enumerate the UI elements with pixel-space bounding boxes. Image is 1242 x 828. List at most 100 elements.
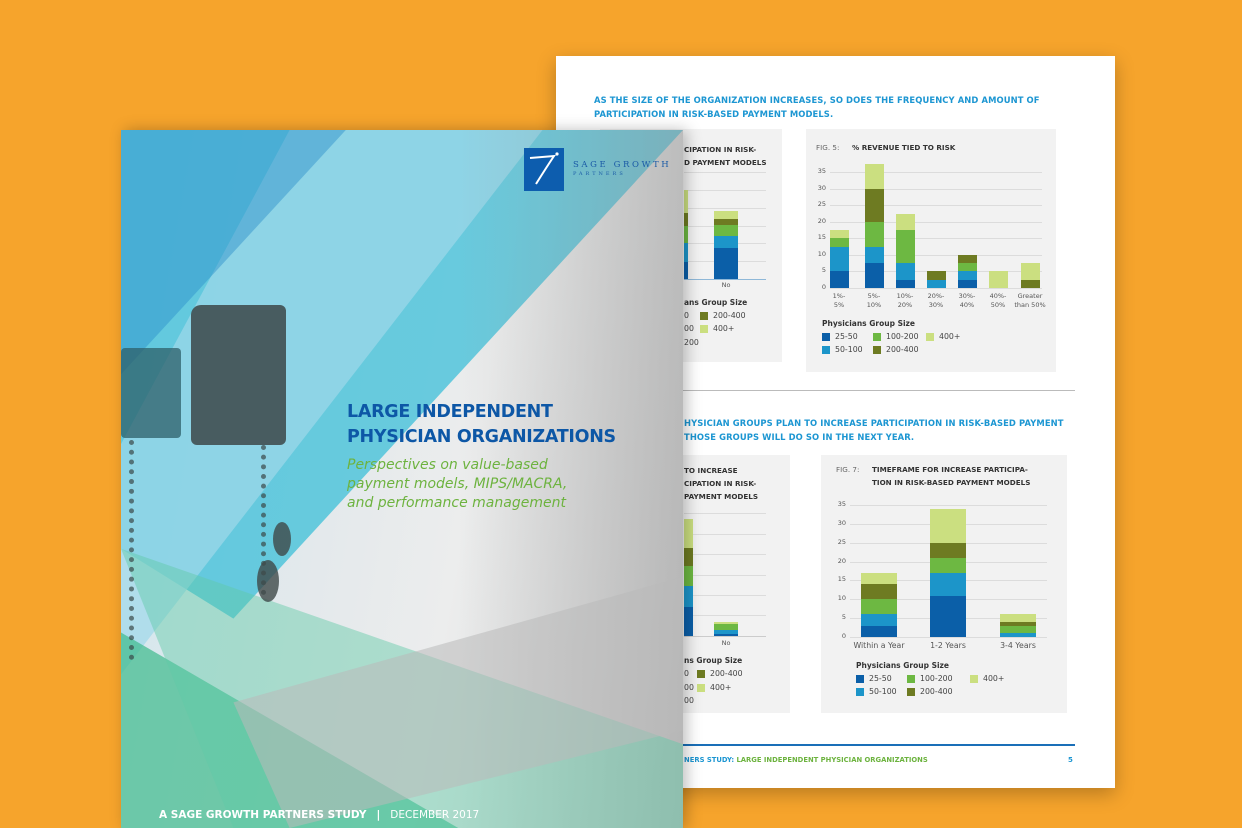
bar-segment-400+	[988, 271, 1008, 288]
fig6-x-label-no: No	[721, 639, 731, 647]
bar-segment-200-400	[684, 548, 693, 567]
section-heading-1: AS THE SIZE OF THE ORGANIZATION INCREASE…	[594, 93, 1040, 121]
x-tick-line: 20%	[897, 301, 913, 309]
gridline	[830, 254, 1042, 256]
bar-segment-25-50	[684, 262, 688, 279]
legend-item-400+: 400+	[970, 674, 1004, 683]
bar-segment-200-400	[926, 271, 946, 280]
bar-segment-50-100	[714, 629, 738, 634]
bar-segment-25-50	[684, 607, 693, 636]
fig4-legend-400plus: 400+	[700, 324, 734, 333]
legend-swatch	[822, 332, 830, 341]
y-tick-label: 20	[837, 556, 846, 565]
footer-rule	[683, 744, 1075, 746]
x-tick-line: 30%-	[958, 292, 976, 300]
swatch	[697, 683, 705, 692]
gridline	[684, 534, 766, 535]
x-tick-label: 40%- 50%	[978, 292, 1018, 310]
heading-line: PARTICIPATION IN RISK-BASED PAYMENT MODE…	[594, 109, 834, 119]
fig5-title: % REVENUE TIED TO RISK	[852, 143, 956, 152]
x-tick-label: 20%- 30%	[916, 292, 956, 310]
y-tick-label: 35	[817, 167, 826, 176]
fig6-legend-title: ns Group Size	[684, 656, 743, 665]
legend-title: Physicians Group Size	[856, 661, 950, 670]
subtitle-line: and performance management	[347, 495, 566, 511]
title-line: TO INCREASE	[684, 466, 738, 475]
x-tick-label: 30%- 40%	[947, 292, 987, 310]
gridline	[684, 513, 766, 514]
bar-segment-200-400	[930, 542, 966, 558]
y-tick-label: 10	[837, 594, 846, 603]
x-tick-label: Within a Year	[853, 641, 905, 650]
gridline	[684, 615, 766, 616]
legend-label: 200-400	[886, 345, 919, 354]
bar-segment-100-200	[829, 238, 849, 247]
bar-segment-25-50	[930, 595, 966, 637]
legend-item-25-50: 25-50	[856, 674, 892, 683]
x-tick-line: 40%-	[989, 292, 1007, 300]
cover-footer: A SAGE GROWTH PARTNERS STUDY | DECEMBER …	[159, 809, 479, 821]
y-tick-label: 0	[841, 632, 846, 640]
y-tick-label: 0	[821, 283, 826, 291]
bar-segment-400+	[1020, 263, 1040, 280]
cover-footer-study: A SAGE GROWTH PARTNERS STUDY	[159, 809, 367, 821]
legend-swatch	[970, 674, 978, 683]
legend-swatch	[873, 345, 881, 354]
legend-item-200-400: 200-400	[873, 345, 919, 354]
bar-segment-50-100	[864, 246, 884, 264]
bar-segment-50-100	[829, 246, 849, 272]
legend-label: 200-400	[713, 311, 746, 320]
gridline	[684, 595, 766, 596]
bar-segment-25-50	[895, 279, 915, 288]
bar-segment-50-100	[684, 243, 688, 263]
x-tick-line: 1%-	[832, 292, 846, 300]
x-tick-line: 5%-	[867, 292, 881, 300]
bar-segment-200-400	[864, 188, 884, 222]
y-tick-label: 25	[817, 200, 826, 209]
bar-segment-25-50	[861, 625, 897, 637]
legend-swatch	[926, 332, 934, 341]
bar-segment-25-50	[957, 279, 977, 288]
fig4-legend-fragment: 00	[684, 324, 694, 333]
logo-seven-icon	[529, 152, 559, 185]
x-tick-label: 5%- 10%	[854, 292, 894, 310]
bar-segment-100-200	[864, 221, 884, 247]
bar-segment-100-200	[957, 263, 977, 272]
legend-item-100-200: 100-200	[873, 332, 919, 341]
footer-prefix: NERS STUDY:	[684, 756, 737, 764]
subtitle-line: payment models, MIPS/MACRA,	[347, 476, 568, 492]
bar-segment-25-50	[864, 263, 884, 288]
bar-segment-50-100	[926, 279, 946, 288]
title-line: TION IN RISK-BASED PAYMENT MODELS	[872, 478, 1031, 487]
x-axis-line	[684, 279, 766, 280]
bar-segment-100-200	[895, 230, 915, 264]
gridline	[830, 172, 1042, 174]
x-tick-line: than 50%	[1014, 301, 1046, 309]
fig4-legend-title: ans Group Size	[684, 298, 748, 307]
fig6-legend-400plus: 400+	[697, 683, 731, 692]
legend-label: 50-100	[835, 345, 863, 354]
report-cover: SAGE GROWTH PARTNERS LARGE INDEPENDENT P…	[121, 130, 683, 828]
x-tick-line: Greater	[1017, 292, 1043, 300]
bp-cuff-basket-icon	[191, 305, 286, 445]
swatch	[700, 311, 708, 320]
heading-line: THOSE GROUPS WILL DO SO IN THE NEXT YEAR…	[684, 432, 915, 442]
fig6-title: TO INCREASE CIPATION IN RISK- PAYMENT MO…	[684, 464, 758, 503]
legend-item-50-100: 50-100	[856, 687, 897, 696]
x-tick-line: 20%-	[927, 292, 945, 300]
bar-segment-400+	[714, 210, 738, 219]
fig4-legend-fragment: 0	[684, 311, 689, 320]
bar-segment-100-200	[1000, 625, 1036, 634]
bar-segment-400+	[895, 213, 915, 231]
fig4-legend-fragment: 200	[684, 338, 699, 347]
title-line: CIPATION IN RISK-	[684, 479, 757, 488]
bp-bulb-icon	[257, 560, 279, 602]
x-tick-line: 10%	[866, 301, 882, 309]
bar-segment-200-400	[1000, 621, 1036, 626]
bar-segment-400+	[1000, 614, 1036, 622]
y-tick-label: 10	[817, 249, 826, 258]
bar-segment-100-200	[714, 623, 738, 630]
legend-label: 100-200	[886, 332, 919, 341]
cover-footer-separator: |	[376, 809, 381, 821]
legend-label: 25-50	[835, 332, 858, 341]
